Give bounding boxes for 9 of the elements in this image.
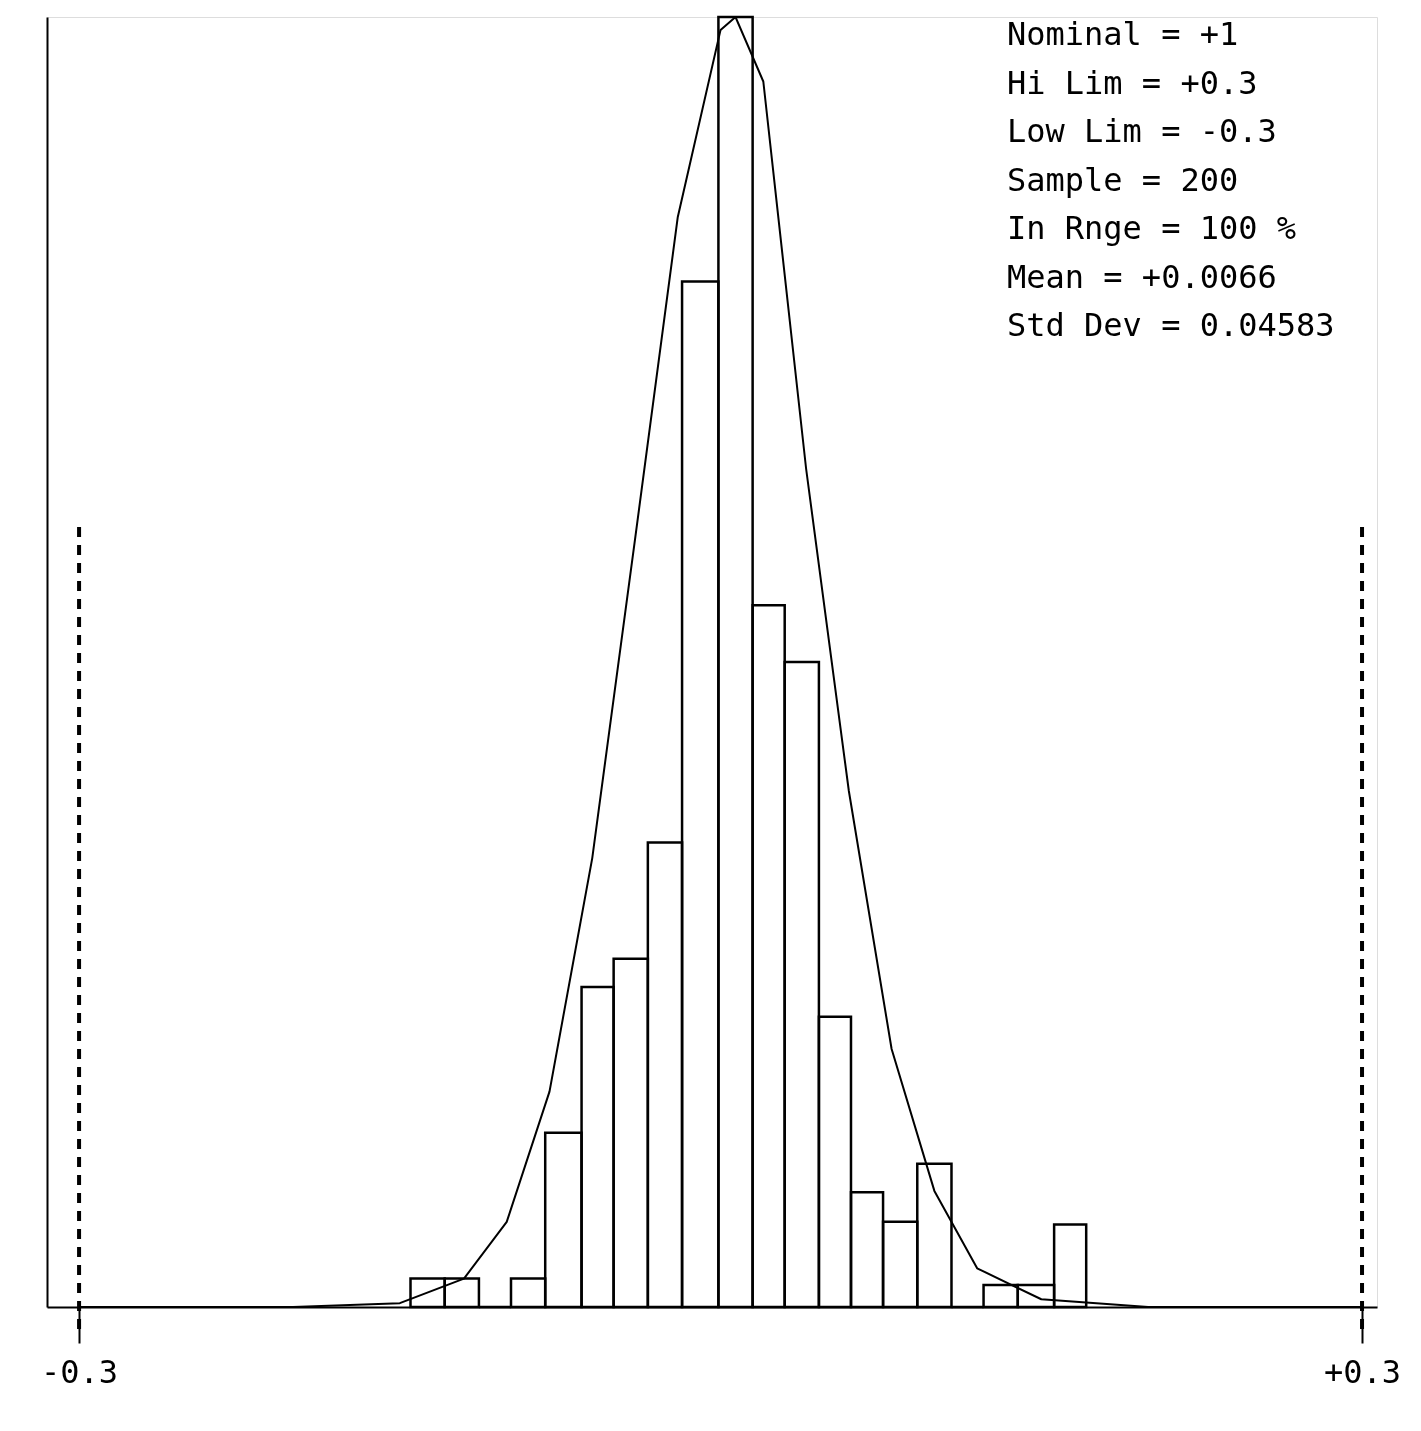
annotation: In Rnge = 100 % xyxy=(1007,209,1296,247)
annotation: Sample = 200 xyxy=(1007,160,1239,199)
annotation: Low Lim = -0.3 xyxy=(1007,112,1277,150)
x-tick-label: -0.3 xyxy=(41,1352,119,1391)
annotation: Nominal = +1 xyxy=(1007,15,1239,53)
annotation: Mean = +0.0066 xyxy=(1007,257,1277,296)
annotation: Hi Lim = +0.3 xyxy=(1007,63,1258,102)
annotation: Std Dev = 0.04583 xyxy=(1007,306,1335,344)
x-tick-label: +0.3 xyxy=(1324,1352,1402,1391)
